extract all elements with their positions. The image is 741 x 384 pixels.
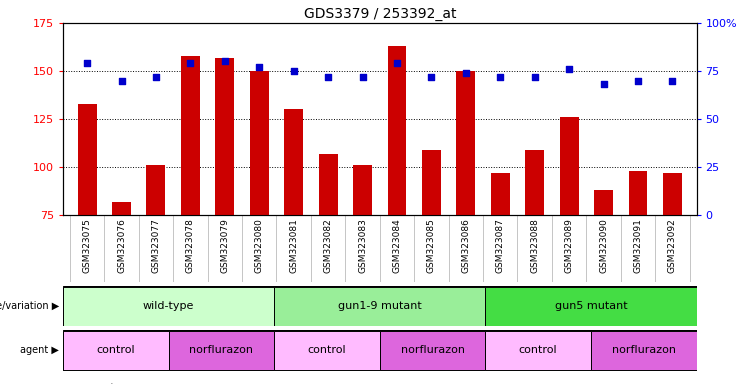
Point <box>356 74 368 80</box>
Bar <box>379 331 485 370</box>
Bar <box>591 331 697 370</box>
Bar <box>491 173 510 215</box>
Point <box>431 323 443 329</box>
Bar <box>169 331 274 370</box>
Bar <box>274 331 380 370</box>
Text: GSM323080: GSM323080 <box>255 218 264 273</box>
Bar <box>663 173 682 215</box>
Point <box>666 78 678 84</box>
Text: GSM323091: GSM323091 <box>634 218 642 273</box>
Point <box>431 148 443 154</box>
Point <box>185 60 196 66</box>
Bar <box>147 165 165 215</box>
Text: GSM323078: GSM323078 <box>186 218 195 273</box>
Text: GSM323085: GSM323085 <box>427 218 436 273</box>
Text: agent ▶: agent ▶ <box>21 345 59 356</box>
Bar <box>456 71 475 215</box>
Text: GSM323082: GSM323082 <box>324 218 333 273</box>
Bar <box>485 287 697 326</box>
Bar <box>78 104 96 215</box>
Bar <box>285 109 303 215</box>
Point <box>219 58 230 65</box>
Point <box>116 78 127 84</box>
Bar <box>274 287 485 326</box>
Text: gun1-9 mutant: gun1-9 mutant <box>338 301 422 311</box>
Point <box>632 78 644 84</box>
Point <box>494 74 506 80</box>
Text: GSM323088: GSM323088 <box>531 218 539 273</box>
Text: GSM323084: GSM323084 <box>393 218 402 273</box>
Text: norflurazon: norflurazon <box>401 345 465 356</box>
Bar <box>63 331 169 370</box>
Text: GSM323092: GSM323092 <box>668 218 677 273</box>
Text: norflurazon: norflurazon <box>190 345 253 356</box>
Text: control: control <box>96 345 135 356</box>
Point <box>391 60 403 66</box>
Title: GDS3379 / 253392_at: GDS3379 / 253392_at <box>304 7 456 21</box>
Point <box>150 74 162 80</box>
Text: count: count <box>85 383 115 384</box>
Bar <box>63 287 274 326</box>
Text: control: control <box>308 345 346 356</box>
Text: GSM323086: GSM323086 <box>462 218 471 273</box>
Point <box>529 74 541 80</box>
Bar <box>181 56 200 215</box>
Text: control: control <box>519 345 557 356</box>
Bar <box>319 154 338 215</box>
Text: GSM323079: GSM323079 <box>220 218 229 273</box>
Text: gun5 mutant: gun5 mutant <box>554 301 628 311</box>
Point <box>563 66 575 72</box>
Text: GSM323087: GSM323087 <box>496 218 505 273</box>
Text: GSM323081: GSM323081 <box>289 218 298 273</box>
Point <box>322 74 334 80</box>
Text: GSM323076: GSM323076 <box>117 218 126 273</box>
Point <box>82 60 93 66</box>
Text: GSM323075: GSM323075 <box>82 218 92 273</box>
Bar <box>594 190 613 215</box>
Text: GSM323090: GSM323090 <box>599 218 608 273</box>
Bar <box>112 202 131 215</box>
Bar <box>628 171 648 215</box>
Text: norflurazon: norflurazon <box>612 345 676 356</box>
Bar <box>250 71 269 215</box>
Bar <box>485 331 591 370</box>
Text: GSM323083: GSM323083 <box>358 218 367 273</box>
Text: GSM323077: GSM323077 <box>151 218 161 273</box>
Bar <box>525 150 544 215</box>
Bar <box>216 58 234 215</box>
Bar <box>422 150 441 215</box>
Bar <box>559 117 579 215</box>
Bar <box>388 46 407 215</box>
Text: wild-type: wild-type <box>143 301 194 311</box>
Point <box>253 64 265 70</box>
Point <box>425 74 437 80</box>
Point <box>598 81 610 88</box>
Text: genotype/variation ▶: genotype/variation ▶ <box>0 301 59 311</box>
Point <box>460 70 472 76</box>
Text: GSM323089: GSM323089 <box>565 218 574 273</box>
Bar <box>353 165 372 215</box>
Point <box>288 68 299 74</box>
